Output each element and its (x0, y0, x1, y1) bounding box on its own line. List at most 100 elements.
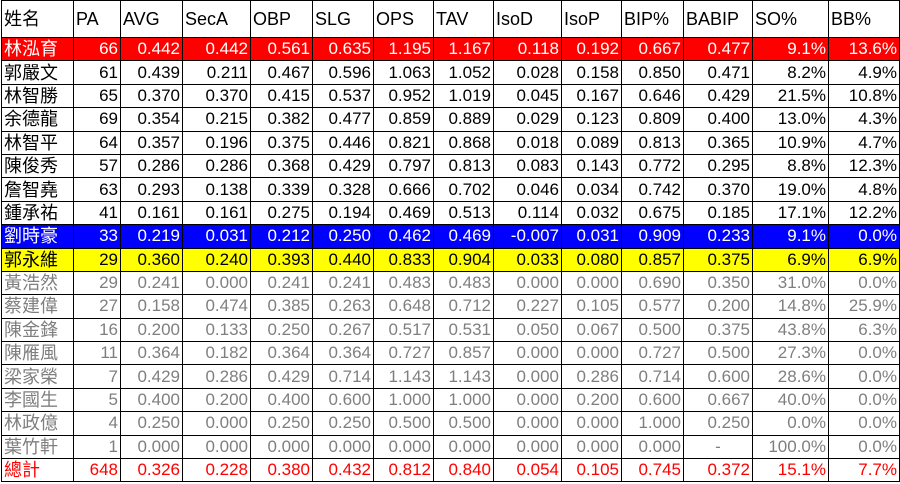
stat-cell: 1 (73, 434, 121, 460)
stat-cell: 0.000 (373, 434, 434, 460)
stat-cell: 0.293 (120, 177, 183, 202)
stat-cell: 0.000 (433, 434, 494, 460)
stat-cell: 0.635 (312, 36, 374, 62)
stat-cell: 0.429 (250, 364, 313, 389)
column-header: 姓名 (1, 0, 74, 38)
stat-cell: 0.192 (561, 36, 622, 62)
stat-cell: 0.857 (621, 247, 684, 272)
stat-cell: 0.000 (561, 411, 622, 436)
stat-cell: 0.028 (493, 60, 562, 85)
table-row: 梁家榮 7 0.429 0.286 0.429 0.714 1.143 1.143 0.000 0… (1, 364, 900, 389)
stat-cell: 0.712 (433, 294, 494, 319)
stat-cell: 0.089 (561, 130, 622, 155)
column-header: IsoP (561, 0, 622, 38)
stat-cell: 4.9% (828, 60, 900, 85)
stat-cell: 0.286 (120, 153, 183, 179)
stat-cell: 0.286 (182, 364, 251, 389)
stat-cell: 0.382 (250, 107, 313, 132)
stat-cell: 9.1% (752, 36, 829, 62)
stat-cell: 7.7% (828, 458, 900, 483)
stat-cell: 0.477 (683, 36, 753, 62)
stat-cell: 1.000 (433, 387, 494, 413)
column-header: BABIP (683, 0, 753, 38)
stat-cell: 0.364 (120, 341, 183, 366)
stat-cell: 0.360 (120, 247, 183, 272)
stat-cell: 0.600 (621, 387, 684, 413)
stat-cell: 0.000 (182, 434, 251, 460)
stat-cell: 0.429 (120, 364, 183, 389)
stat-cell: 0.429 (683, 83, 753, 109)
stat-cell: 0.0% (752, 411, 829, 436)
stat-cell: 0.227 (493, 294, 562, 319)
stat-cell: 0.561 (250, 36, 313, 62)
stat-cell: 0.0% (828, 434, 900, 460)
stat-cell: 0.809 (621, 107, 684, 132)
stat-cell: 0.442 (182, 36, 251, 62)
table-row: 陳俊秀 57 0.286 0.286 0.368 0.429 0.797 0.813 0.083… (1, 153, 900, 179)
stat-cell: 0.857 (433, 341, 494, 366)
stat-cell: 0.462 (373, 224, 434, 249)
stat-cell: 0.018 (493, 130, 562, 155)
stat-cell: 0.194 (312, 200, 374, 226)
stat-cell: 1.019 (433, 83, 494, 109)
table-row: 林泓育 66 0.442 0.442 0.561 0.635 1.195 1.167 0.118… (1, 36, 900, 62)
stat-cell: 0.952 (373, 83, 434, 109)
stat-cell: 0.442 (120, 36, 183, 62)
stat-cell: 0.0% (828, 224, 900, 249)
stat-cell: 0.393 (250, 247, 313, 272)
stat-cell: 27 (73, 294, 121, 319)
stat-cell: 0.212 (250, 224, 313, 249)
stat-cell: 0.667 (683, 387, 753, 413)
stat-cell: 0.0% (828, 387, 900, 413)
stat-cell: 0.000 (312, 434, 374, 460)
stat-cell: 0.727 (373, 341, 434, 366)
stat-cell: 0.200 (683, 294, 753, 319)
stat-cell: 0.000 (561, 341, 622, 366)
stat-cell: 0.080 (561, 247, 622, 272)
stat-cell: 0.370 (683, 177, 753, 202)
stat-cell: 0.033 (493, 247, 562, 272)
stat-cell: 0.000 (621, 434, 684, 460)
stat-cell: 100.0% (752, 434, 829, 460)
stat-cell: 0.000 (250, 434, 313, 460)
stat-cell: 0.118 (493, 36, 562, 62)
player-name: 余德龍 (1, 107, 74, 132)
stat-cell: 0.000 (561, 270, 622, 296)
stat-cell: 0.600 (683, 364, 753, 389)
stat-cell: 0.167 (561, 83, 622, 109)
stat-cell: 0.513 (433, 200, 494, 226)
stat-cell: 0.813 (621, 130, 684, 155)
stat-cell: 0.000 (493, 270, 562, 296)
stat-cell: 0.364 (250, 341, 313, 366)
stat-cell: 28.6% (752, 364, 829, 389)
stat-cell: 0.250 (683, 411, 753, 436)
stat-cell: 0.742 (621, 177, 684, 202)
column-header: SecA (182, 0, 251, 38)
player-name: 林泓育 (1, 36, 74, 62)
table-row: 蔡建偉 27 0.158 0.474 0.385 0.263 0.648 0.712 0.227… (1, 294, 900, 319)
stat-cell: 0.868 (433, 130, 494, 155)
stat-cell: 0.380 (250, 458, 313, 483)
stat-cell: 0.105 (561, 294, 622, 319)
stat-cell: 0.250 (312, 411, 374, 436)
stat-cell: 63 (73, 177, 121, 202)
stat-cell: 0.357 (120, 130, 183, 155)
stat-cell: 21.5% (752, 83, 829, 109)
stat-cell: 16 (73, 317, 121, 343)
player-name: 林智平 (1, 130, 74, 155)
stat-cell: 4.8% (828, 177, 900, 202)
stat-cell: 0.185 (683, 200, 753, 226)
stat-cell: 0.158 (561, 60, 622, 85)
table-row: 鍾承祐 41 0.161 0.161 0.275 0.194 0.469 0.513 0.114… (1, 200, 900, 226)
column-header: PA (73, 0, 121, 38)
stat-cell: 0.648 (373, 294, 434, 319)
table-row: 林政億 4 0.250 0.000 0.250 0.250 0.500 0.500 0.000 0… (1, 411, 900, 436)
stat-cell: 0.727 (621, 341, 684, 366)
stat-cell: 11 (73, 341, 121, 366)
stat-cell: 0.000 (493, 434, 562, 460)
stat-cell: 6.9% (752, 247, 829, 272)
stat-cell: 0.161 (120, 200, 183, 226)
stat-cell: 0.474 (182, 294, 251, 319)
player-name: 鍾承祐 (1, 200, 74, 226)
